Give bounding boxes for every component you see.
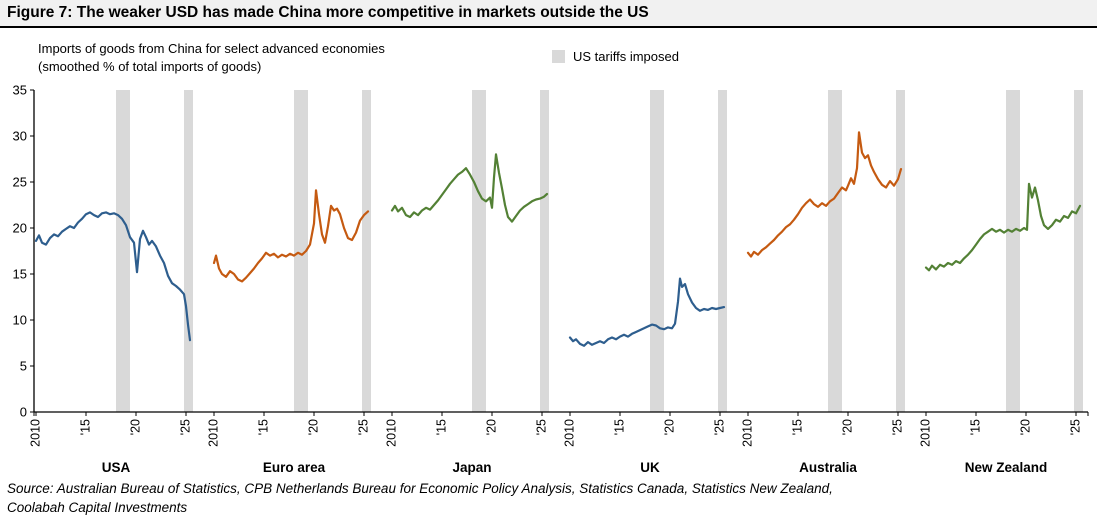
chart-subtitle-line1: Imports of goods from China for select a… <box>38 41 385 56</box>
x-tick-label: '15 <box>790 419 804 435</box>
tariff-band <box>540 90 549 412</box>
figure-title-bar: Figure 7: The weaker USD has made China … <box>0 0 1097 28</box>
figure-title: Figure 7: The weaker USD has made China … <box>7 4 649 21</box>
chart-canvas: 0 5 10 15 20 25 30 35 2010 '15 '20 '25 USA 2010 '15 '20… <box>13 83 1089 475</box>
x-tick-label: 2010 <box>918 419 932 447</box>
panel-label-australia: Australia <box>799 460 857 475</box>
x-tick-label: '25 <box>534 419 548 435</box>
series-line-euro-area <box>212 189 370 283</box>
x-tick-label: 2010 <box>740 419 754 447</box>
tariff-band <box>116 90 130 412</box>
tariff-band-swatch <box>552 50 565 63</box>
tariff-band <box>718 90 727 412</box>
chart-subtitle: Imports of goods from China for select a… <box>38 40 385 76</box>
x-tick-label: '15 <box>78 419 92 435</box>
x-tick-label: '20 <box>662 419 676 435</box>
x-tick-label: '25 <box>890 419 904 435</box>
tariff-band <box>1006 90 1020 412</box>
x-tick-label: 2010 <box>206 419 220 447</box>
x-tick-label: '20 <box>840 419 854 435</box>
tariff-band <box>362 90 371 412</box>
x-tick-label: '25 <box>356 419 370 435</box>
series-line-australia <box>746 131 903 258</box>
y-tick-label: 10 <box>13 313 27 328</box>
x-tick-label: 2010 <box>562 419 576 447</box>
y-tick-label: 35 <box>13 83 27 98</box>
y-tick-label: 0 <box>20 405 27 420</box>
x-tick-label: '25 <box>1068 419 1082 435</box>
y-tick-label: 20 <box>13 221 27 236</box>
panel-label-uk: UK <box>640 460 660 475</box>
series-line-usa <box>34 211 192 342</box>
tariff-band-label: US tariffs imposed <box>573 49 679 64</box>
x-tick-label: '20 <box>484 419 498 435</box>
tariff-band <box>294 90 308 412</box>
tariff-band <box>650 90 664 412</box>
x-tick-label: '15 <box>256 419 270 435</box>
y-tick-label: 15 <box>13 267 27 282</box>
x-tick-label: '15 <box>612 419 626 435</box>
tariff-band <box>896 90 905 412</box>
y-tick-label: 30 <box>13 129 27 144</box>
series-line-new-zealand <box>924 182 1082 272</box>
x-tick-label: '20 <box>128 419 142 435</box>
x-tick-label: 2010 <box>28 419 42 447</box>
tariff-band <box>184 90 193 412</box>
y-tick-label: 5 <box>20 359 27 374</box>
x-tick-label: '15 <box>968 419 982 435</box>
x-tick-label: '20 <box>1018 419 1032 435</box>
tariff-band <box>828 90 842 412</box>
x-tick-label: '15 <box>434 419 448 435</box>
x-tick-label: 2010 <box>384 419 398 447</box>
panel-label-euro-area: Euro area <box>263 460 326 475</box>
y-tick-label: 25 <box>13 175 27 190</box>
panel-label-new-zealand: New Zealand <box>965 460 1048 475</box>
x-tick-label: '25 <box>712 419 726 435</box>
x-tick-label: '20 <box>306 419 320 435</box>
source-note: Source: Australian Bureau of Statistics,… <box>7 479 833 517</box>
panel-label-japan: Japan <box>452 460 491 475</box>
legend: US tariffs imposed <box>552 49 679 64</box>
series-line-uk <box>568 277 726 347</box>
panel-label-usa: USA <box>102 460 131 475</box>
series-line-japan <box>390 153 549 223</box>
source-line2: Coolabah Capital Investments <box>7 500 188 515</box>
tariff-band <box>472 90 486 412</box>
chart-subtitle-line2: (smoothed % of total imports of goods) <box>38 59 262 74</box>
x-tick-label: '25 <box>178 419 192 435</box>
tariff-band <box>1074 90 1083 412</box>
source-line1: Source: Australian Bureau of Statistics,… <box>7 481 833 496</box>
